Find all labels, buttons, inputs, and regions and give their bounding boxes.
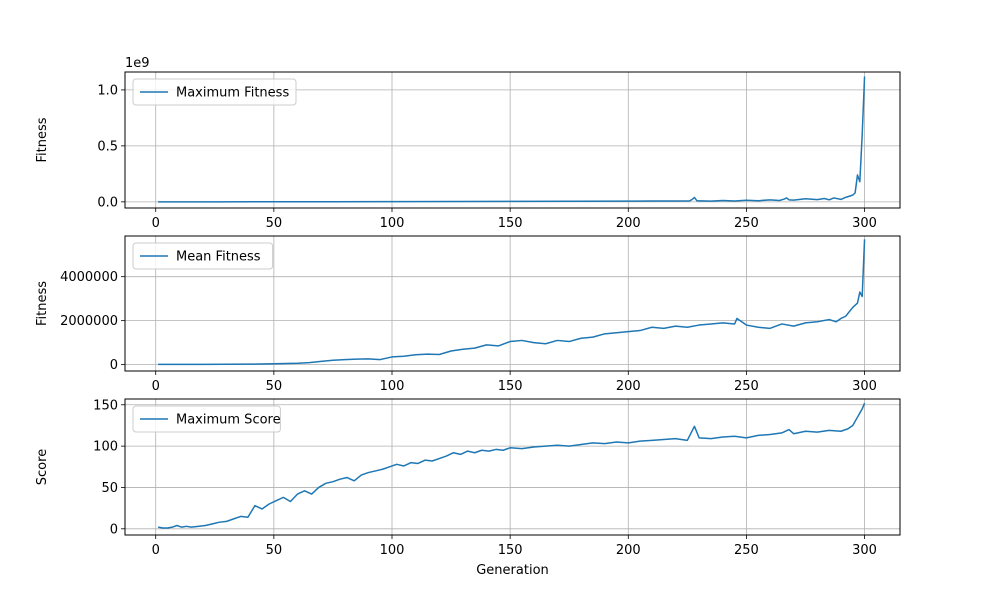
y-axis-label: Score bbox=[35, 449, 50, 485]
legend-box bbox=[132, 242, 274, 270]
legend-label: Maximum Score bbox=[176, 413, 281, 428]
x-tick-label: 0 bbox=[152, 216, 160, 231]
x-tick-label: 250 bbox=[734, 379, 759, 394]
legend: Maximum Fitness bbox=[132, 78, 297, 106]
x-tick-label: 0 bbox=[152, 379, 160, 394]
series-line-1 bbox=[158, 76, 866, 203]
x-tick-label: 100 bbox=[380, 543, 405, 558]
x-tick-label: 200 bbox=[616, 379, 641, 394]
legend: Maximum Score bbox=[132, 405, 281, 433]
x-tick-label: 150 bbox=[498, 543, 523, 558]
series-line-1 bbox=[157, 402, 866, 529]
x-tick-label: 150 bbox=[498, 216, 523, 231]
legend: Mean Fitness bbox=[132, 242, 274, 270]
legend-label: Maximum Fitness bbox=[176, 86, 289, 101]
y-tick-label: 0.0 bbox=[97, 195, 118, 210]
y-tick-label: 4000000 bbox=[60, 270, 118, 285]
y-tick-label: 150 bbox=[93, 398, 118, 413]
legend-box bbox=[132, 78, 297, 106]
axes-frame bbox=[124, 398, 901, 536]
legend-label: Mean Fitness bbox=[176, 250, 261, 265]
subplot-2: 0 50 100 150 200 250 300 0 2000000 4000000 Fitness… bbox=[35, 235, 901, 394]
y-axis-label: Fitness bbox=[35, 281, 50, 326]
y-tick-label: 0 bbox=[110, 522, 118, 537]
y-offset-label: 1e9 bbox=[125, 56, 150, 71]
x-tick-label: 300 bbox=[852, 216, 877, 231]
y-tick-label: 2000000 bbox=[60, 314, 118, 329]
x-tick-label: 250 bbox=[734, 543, 759, 558]
y-tick-label: 1.0 bbox=[97, 83, 118, 98]
x-tick-label: 100 bbox=[380, 216, 405, 231]
x-tick-label: 100 bbox=[380, 379, 405, 394]
axes-frame bbox=[124, 71, 901, 209]
series-line-1 bbox=[158, 239, 866, 366]
x-tick-label: 150 bbox=[498, 379, 523, 394]
legend-box bbox=[132, 405, 281, 433]
x-tick-label: 0 bbox=[152, 543, 160, 558]
x-tick-label: 200 bbox=[616, 216, 641, 231]
y-axis-label: Fitness bbox=[35, 117, 50, 162]
x-tick-label: 250 bbox=[734, 216, 759, 231]
x-tick-label: 200 bbox=[616, 543, 641, 558]
x-tick-label: 50 bbox=[266, 216, 283, 231]
y-tick-label: 50 bbox=[101, 481, 118, 496]
y-tick-label: 0 bbox=[110, 358, 118, 373]
x-tick-label: 50 bbox=[266, 379, 283, 394]
y-tick-label: 0.5 bbox=[97, 139, 118, 154]
subplot-3: 0 50 100 150 200 250 300 0 50 100 150 Score Generati… bbox=[35, 398, 901, 578]
axes-frame bbox=[124, 235, 901, 372]
x-axis-label: Generation bbox=[476, 563, 549, 578]
x-tick-label: 300 bbox=[852, 543, 877, 558]
x-tick-label: 300 bbox=[852, 379, 877, 394]
y-tick-label: 100 bbox=[93, 440, 118, 455]
x-tick-label: 50 bbox=[266, 543, 283, 558]
subplot-1: 0 50 100 150 200 250 300 0.0 0.5 1.0 1e9 Fitness Max… bbox=[35, 56, 901, 231]
